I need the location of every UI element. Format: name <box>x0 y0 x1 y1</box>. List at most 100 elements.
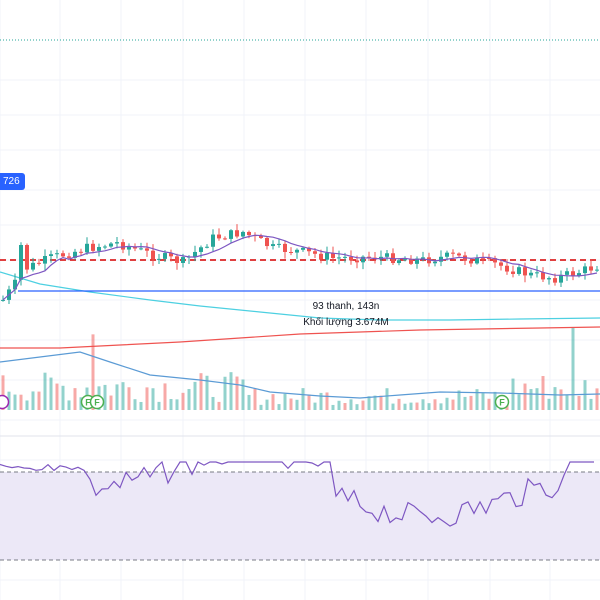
candle-body <box>67 256 71 258</box>
ma-mid-line <box>0 271 600 321</box>
candle-body <box>127 246 131 250</box>
volume-bar <box>373 395 377 410</box>
candle <box>331 246 335 264</box>
candle-body <box>259 235 263 238</box>
candle <box>97 243 101 257</box>
candle <box>535 265 539 278</box>
candle-body <box>517 267 521 274</box>
volume-bar <box>283 393 287 410</box>
volume-bar <box>337 400 341 410</box>
marker-circle <box>0 394 10 410</box>
volume-bar <box>67 400 71 410</box>
candle <box>223 236 227 241</box>
candle-body <box>163 253 167 259</box>
volume-bar <box>31 391 35 410</box>
candle-body <box>157 258 161 260</box>
candle-body <box>85 243 89 253</box>
candle-body <box>247 231 251 236</box>
candle <box>289 247 293 256</box>
dividend-marker[interactable] <box>0 394 10 410</box>
candle-body <box>493 258 497 263</box>
candle <box>253 232 257 242</box>
ma-short-line <box>2 234 598 301</box>
volume-bar <box>223 376 227 410</box>
candle <box>439 250 443 267</box>
financial-marker[interactable]: F <box>494 394 510 410</box>
volume-bar <box>433 399 437 410</box>
candle-body <box>217 234 221 239</box>
volume-bar <box>397 398 401 410</box>
candle-body <box>499 262 503 266</box>
volume-bar <box>235 376 239 410</box>
candle <box>385 250 389 261</box>
volume-bar <box>127 387 131 410</box>
candle <box>571 267 575 281</box>
volume-bar <box>157 401 161 410</box>
candle-body <box>577 273 581 276</box>
candle-body <box>409 259 413 264</box>
volume-bar <box>541 376 545 410</box>
candle <box>265 236 269 250</box>
candle-body <box>439 256 443 262</box>
volume-bar <box>331 404 335 410</box>
candle <box>559 270 563 288</box>
volume-bar <box>193 381 197 410</box>
candle-body <box>241 231 245 237</box>
volume-bar <box>391 403 395 410</box>
candle <box>235 224 239 239</box>
candle-body <box>1 299 5 301</box>
financial-marker[interactable]: F <box>89 394 105 410</box>
candle-body <box>553 278 557 283</box>
candle-body <box>79 251 83 253</box>
candle <box>259 233 263 239</box>
candle <box>337 250 341 265</box>
volume-bar <box>175 399 179 410</box>
candle-body <box>121 242 125 250</box>
volume-bar <box>355 404 359 410</box>
candle-body <box>475 257 479 264</box>
candle-body <box>97 247 101 251</box>
candle <box>565 267 569 281</box>
volume-bar <box>559 389 563 410</box>
volume-bar <box>1 375 5 410</box>
candle-body <box>301 247 305 250</box>
volume-bar <box>37 391 41 410</box>
candle-body <box>361 256 365 263</box>
volume-bar <box>487 398 491 410</box>
candle <box>25 243 29 274</box>
candle <box>145 242 149 257</box>
candle <box>451 249 455 258</box>
candle <box>169 249 173 262</box>
volume-bar <box>511 378 515 410</box>
candle-body <box>583 266 587 274</box>
candle <box>325 246 329 265</box>
candle <box>511 265 515 278</box>
candle <box>481 252 485 265</box>
candle-body <box>73 251 77 258</box>
candle-body <box>43 256 47 264</box>
volume-bar <box>277 404 281 410</box>
candle-body <box>595 269 599 271</box>
volume-bar <box>211 396 215 410</box>
candle <box>55 249 59 259</box>
candle-body <box>211 234 215 247</box>
candle-body <box>445 252 449 257</box>
candle-body <box>355 260 359 263</box>
candle-body <box>469 260 473 264</box>
candle <box>421 251 425 262</box>
volume-bar <box>469 395 473 410</box>
candle <box>13 273 17 294</box>
bar-tooltip: 93 thanh, 143n Khối lượng 3.674M <box>300 299 392 331</box>
candle <box>151 244 155 266</box>
tooltip-time: 93 thanh, 143n <box>312 301 380 312</box>
candle-body <box>289 251 293 253</box>
candle <box>37 258 41 266</box>
volume-bar <box>595 388 599 410</box>
volume-bar <box>583 380 587 410</box>
candle <box>103 244 107 250</box>
candle-body <box>421 257 425 259</box>
candle-body <box>109 243 113 247</box>
volume-bar <box>403 403 407 410</box>
